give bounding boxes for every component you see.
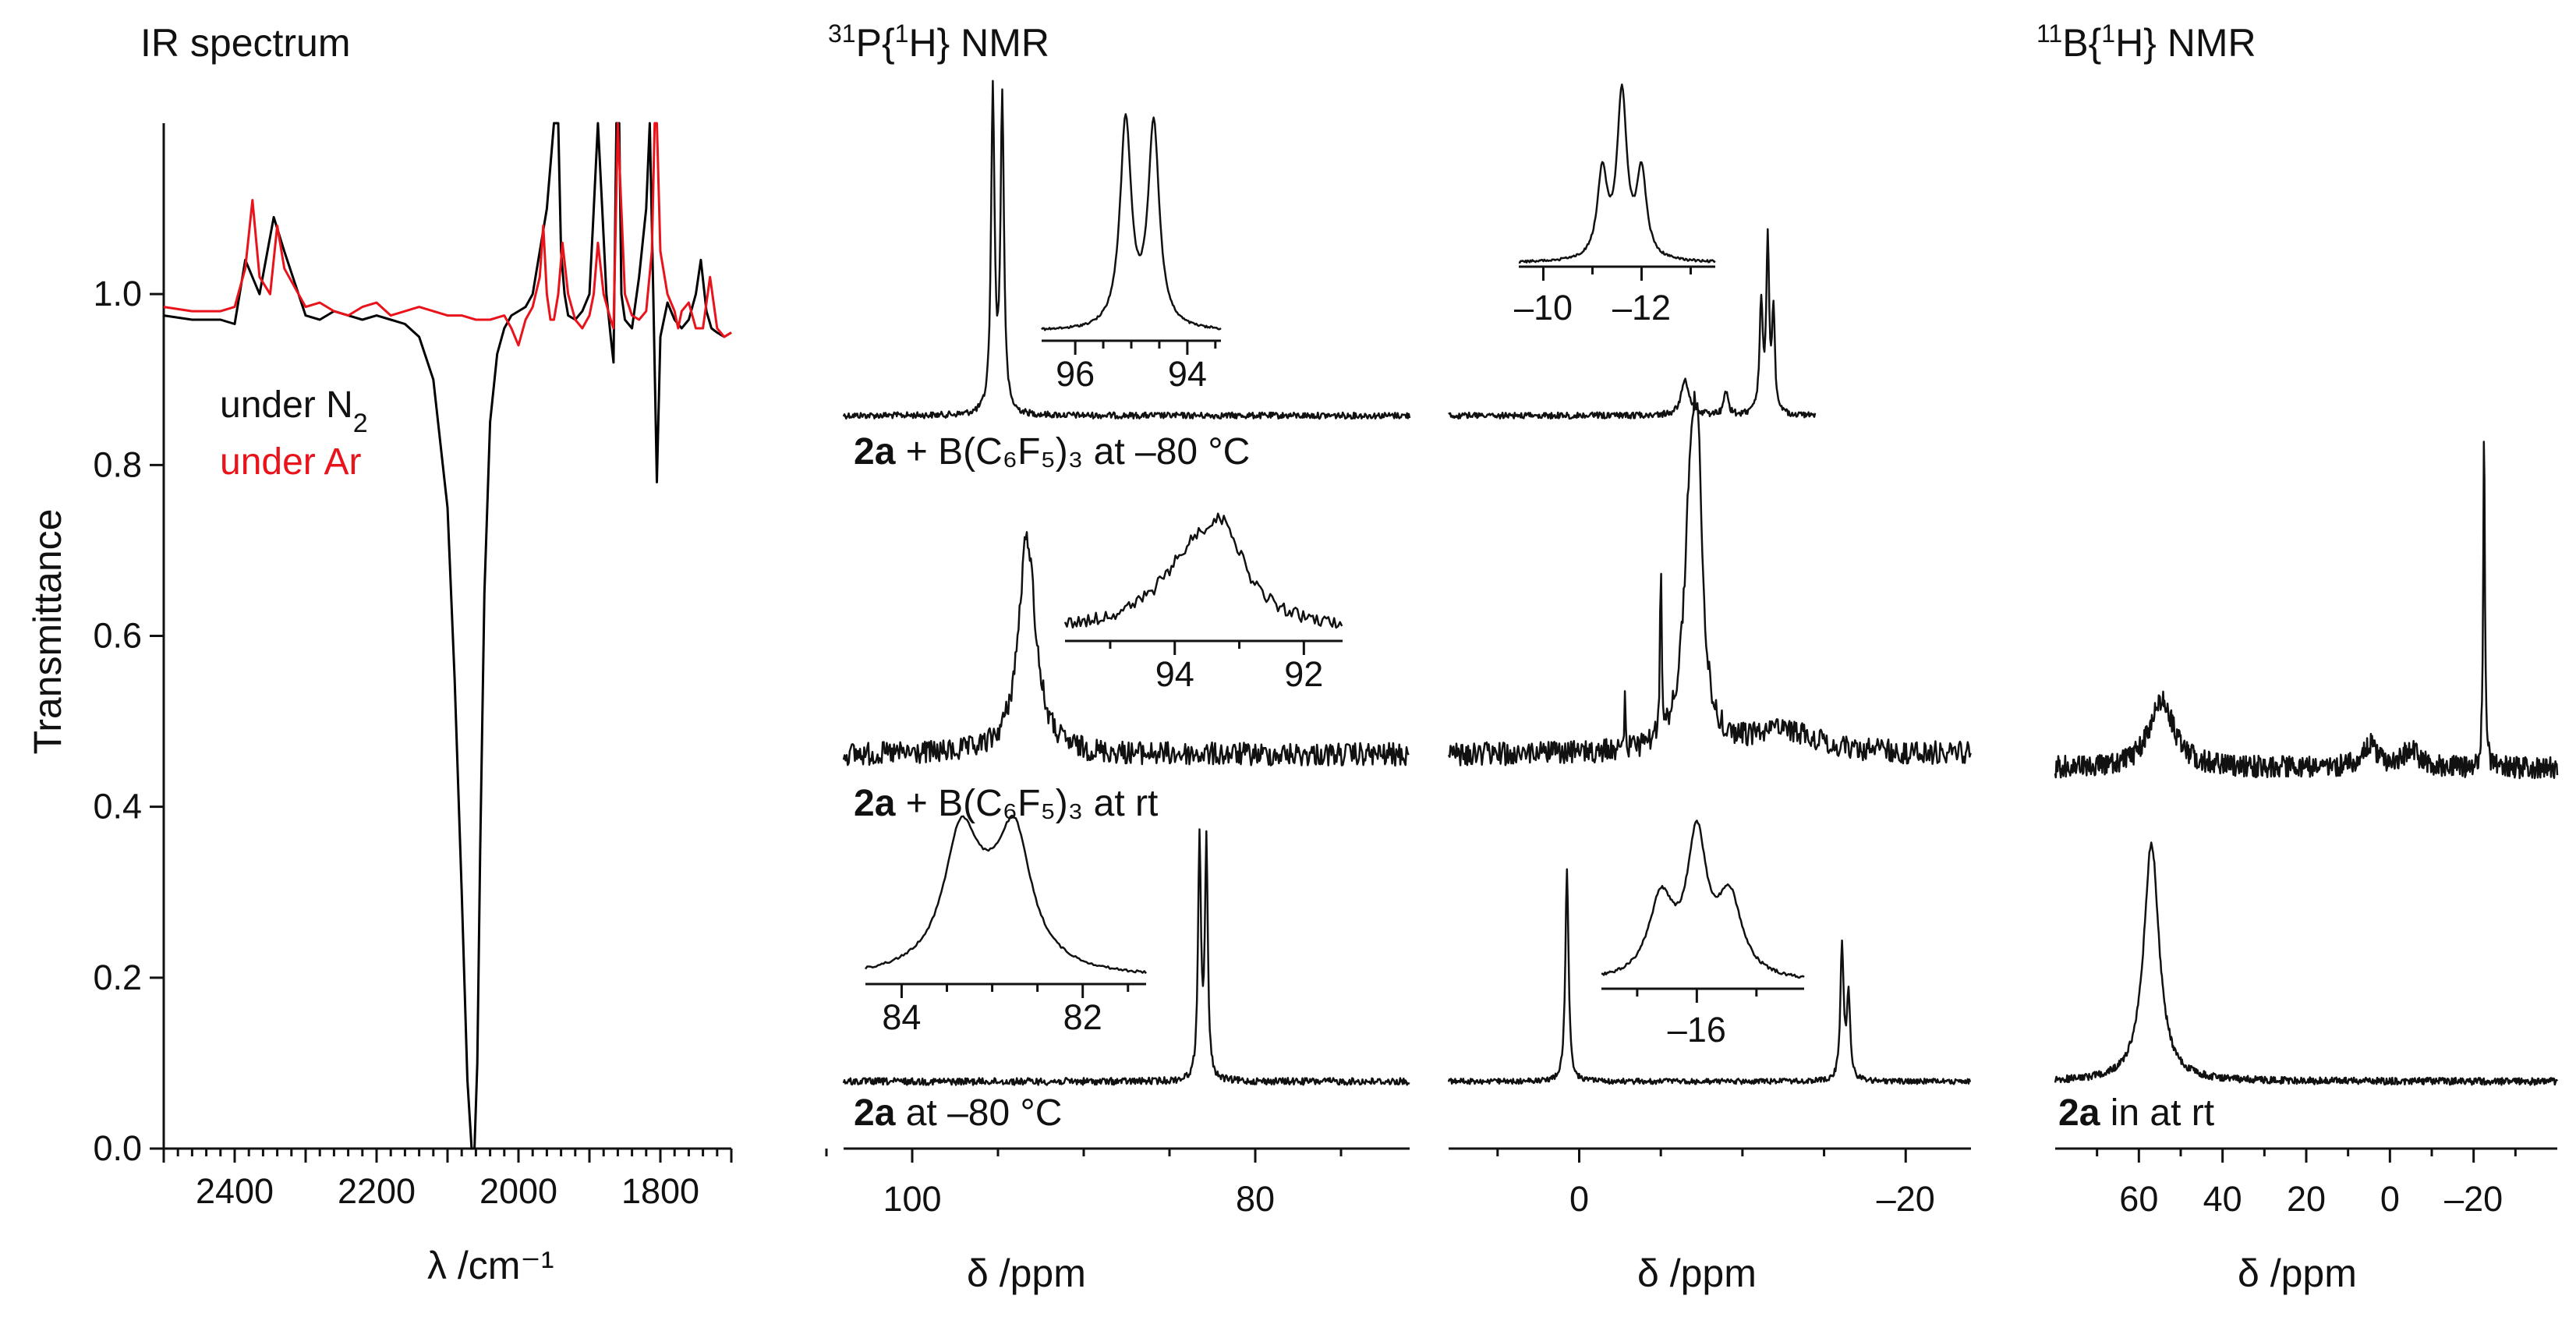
p31-inset1-tick-label: 94 (1168, 354, 1207, 394)
b11-x-axis-label: δ /ppm (2238, 1252, 2357, 1295)
p31hf-spectrum-bottom (1447, 868, 1972, 1085)
p31-panel: 31P{1H} NMR 100 80 δ /ppm 96 94 94 92 84 82 2a… (825, 19, 1411, 1295)
ir-y-ticks: 0.0 0.2 0.4 0.6 0.8 1.0 (93, 274, 164, 1168)
ir-series-ar-line (163, 122, 732, 347)
b11-x-tick-label: 60 (2119, 1179, 2158, 1219)
ir-x-axis-label: λ /cm⁻¹ (427, 1244, 554, 1287)
ir-panel: IR spectrum Transmittance λ /cm⁻¹ 0.0 0.2… (26, 21, 733, 1287)
ir-x-tick-label: 2000 (479, 1171, 557, 1211)
p31-inset1-spectrum (1041, 113, 1222, 331)
p31-inset2-tick-label: 94 (1155, 654, 1194, 694)
p31-inset3-spectrum (864, 814, 1147, 975)
sample-label-b11-2a: 2a in at rt (2058, 1092, 2214, 1134)
b11-x-tick-label: 40 (2203, 1179, 2242, 1219)
p31-x-axis-label: δ /ppm (967, 1252, 1086, 1295)
ir-x-ticks: 2400 2200 2000 1800 (162, 1149, 733, 1211)
p31-hf-x-ticks: 0 –20 (1496, 1149, 1935, 1219)
p31hf-inset1-tick-label: –10 (1514, 288, 1573, 327)
p31-x-tick-label: 100 (883, 1179, 941, 1219)
ir-y-tick-label: 0.4 (93, 787, 142, 827)
ir-series (163, 122, 732, 1150)
p31-x-ticks: 100 80 (825, 1149, 1343, 1219)
ir-series-n2-line (163, 122, 732, 1150)
p31-spectrum-2a-bcf-cold (842, 80, 1411, 420)
ir-y-axis-label: Transmittance (26, 509, 69, 755)
ir-y-tick-label: 0.0 (93, 1128, 142, 1168)
p31-hf-insets: –10 –12 –16 (1514, 83, 1805, 1050)
b11-title: 11B{1H} NMR (2036, 19, 2256, 65)
sample-label-2a-bcf-rt: 2a + B(C₆F₅)₃ at rt (854, 783, 1158, 824)
ir-y-tick-label: 0.8 (93, 444, 142, 484)
p31-hf-x-axis-label: δ /ppm (1637, 1252, 1757, 1295)
p31-title: 31P{1H} NMR (828, 19, 1049, 65)
ir-title: IR spectrum (140, 21, 351, 65)
p31-inset3-tick-label: 84 (882, 997, 921, 1037)
b11-x-tick-label: 20 (2287, 1179, 2326, 1219)
ir-x-tick-label: 2200 (338, 1171, 416, 1211)
legend-entry-ar: under Ar (220, 441, 361, 483)
ir-y-tick-label: 1.0 (93, 274, 142, 313)
p31-inset2-spectrum (1063, 512, 1343, 629)
p31hf-spectrum-middle (1447, 391, 1972, 766)
p31hf-inset2-spectrum (1601, 820, 1805, 979)
p31-spectrum-2a-cold (842, 828, 1410, 1086)
p31-inset1-tick-label: 96 (1056, 354, 1095, 394)
b11-spectrum-2a-rt (2054, 841, 2559, 1086)
b11-x-tick-label: –20 (2444, 1179, 2503, 1219)
p31-spectrum-2a-bcf-rt (842, 531, 1410, 767)
p31-highfield-panel: 0 –20 δ /ppm –10 –12 –16 (1447, 83, 1972, 1295)
p31hf-x-tick-label: 0 (1569, 1179, 1589, 1219)
ir-y-tick-label: 0.6 (93, 616, 142, 656)
ir-x-tick-label: 2400 (196, 1171, 274, 1211)
p31hf-inset1-spectrum (1518, 83, 1716, 264)
p31hf-spectrum-top (1448, 228, 1817, 420)
b11-x-ticks: 60 40 20 0 –20 (2096, 1149, 2517, 1219)
ir-x-tick-label: 1800 (621, 1171, 699, 1211)
p31-hf-spectra (1447, 228, 1972, 1085)
p31hf-inset2-tick-label: –16 (1668, 1010, 1726, 1050)
b11-panel: 11B{1H} NMR 60 40 20 0 –20 δ /ppm 2a in at r… (2036, 19, 2559, 1295)
p31-inset3-tick-label: 82 (1063, 997, 1102, 1037)
b11-spectra (2054, 441, 2559, 1086)
p31-spectra (842, 80, 1411, 1086)
p31hf-inset1-tick-label: –12 (1612, 288, 1671, 327)
ir-y-tick-label: 0.2 (93, 958, 142, 997)
b11-x-tick-label: 0 (2380, 1179, 2400, 1219)
p31-insets: 96 94 94 92 84 82 (864, 113, 1343, 1037)
legend-entry-n2: under N2 (220, 384, 368, 438)
p31-inset2-tick-label: 92 (1284, 654, 1323, 694)
p31hf-x-tick-label: –20 (1877, 1179, 1935, 1219)
sample-label-2a-cold: 2a at –80 °C (854, 1092, 1062, 1134)
sample-label-2a-bcf-cold: 2a + B(C₆F₅)₃ at –80 °C (854, 431, 1250, 473)
b11-spectrum-2a-bcf-rt (2054, 441, 2559, 780)
p31-x-tick-label: 80 (1236, 1179, 1275, 1219)
